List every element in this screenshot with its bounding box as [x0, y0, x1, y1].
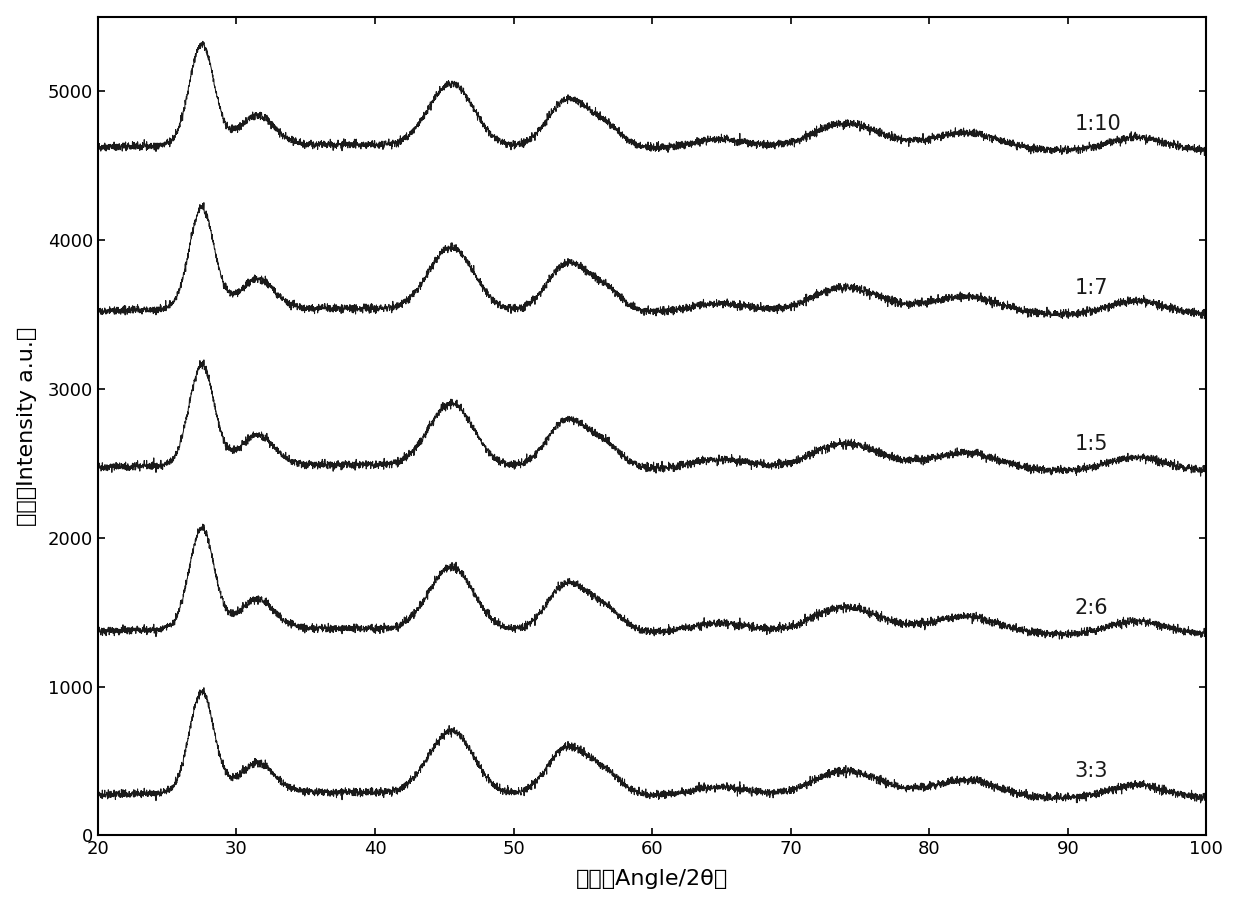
Text: 1:5: 1:5	[1075, 434, 1109, 454]
X-axis label: 角度（Angle/2θ）: 角度（Angle/2θ）	[577, 870, 728, 890]
Y-axis label: 强度（Intensity a.u.）: 强度（Intensity a.u.）	[16, 326, 37, 525]
Text: 2:6: 2:6	[1075, 598, 1109, 618]
Text: 3:3: 3:3	[1075, 761, 1109, 781]
Text: 1:7: 1:7	[1075, 277, 1109, 297]
Text: 1:10: 1:10	[1075, 114, 1121, 134]
